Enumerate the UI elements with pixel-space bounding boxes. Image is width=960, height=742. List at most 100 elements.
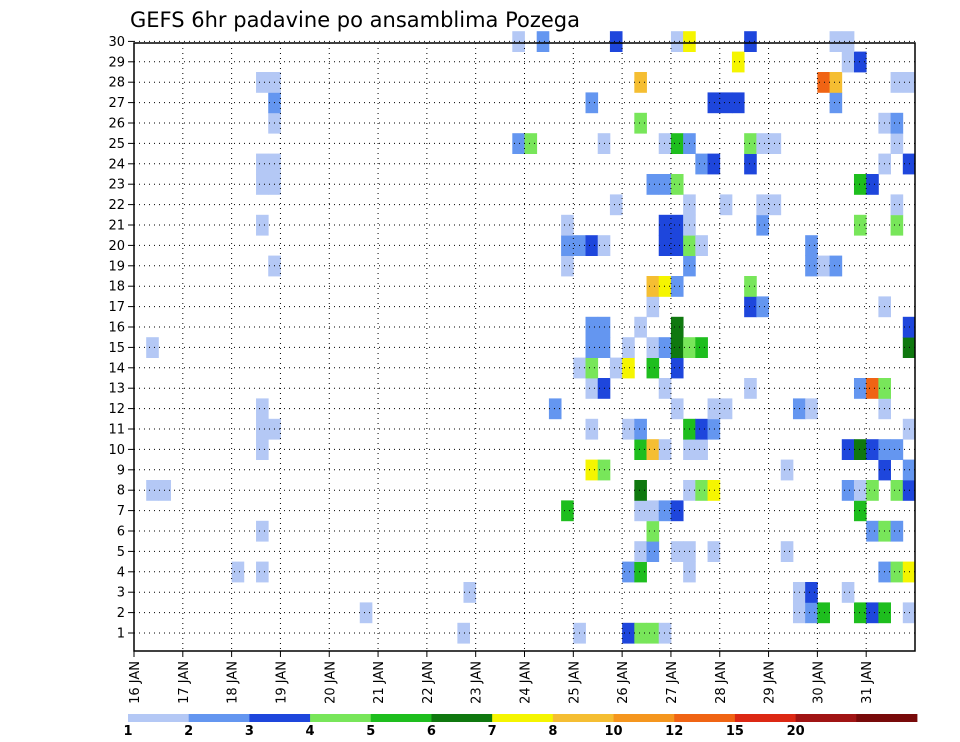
y-tick-label-19: 19 [108, 259, 125, 274]
cell-m17-t42 [646, 296, 660, 318]
x-axis-ticks: 16 JAN 17 JAN 18 JAN 19 JAN 20 JAN 21 JAN 22 J… [128, 651, 875, 704]
y-tick-label-30: 30 [108, 35, 125, 50]
legend-swatch-6 [492, 714, 554, 722]
cell-m22-t39 [609, 194, 623, 216]
cell-m10-t46 [695, 439, 708, 460]
cell-m2-t60 [866, 602, 879, 624]
cell-m13-t37 [585, 378, 599, 399]
y-tick-label-15: 15 [108, 341, 125, 356]
cell-m15-t1 [146, 337, 159, 358]
cell-m21-t35 [561, 214, 574, 236]
legend-swatch-8 [613, 714, 675, 722]
cell-m4-t41 [634, 561, 647, 583]
cell-m24-t50 [744, 153, 757, 175]
cell-m5-t41 [634, 541, 647, 562]
legend-swatch-4 [370, 714, 432, 722]
x-tick-label-8: 24 JAN [519, 661, 534, 704]
cell-m6-t62 [890, 520, 904, 542]
cell-m27-t37 [585, 92, 599, 114]
cell-m28-t57 [829, 72, 843, 93]
cell-m29-t49 [731, 51, 745, 73]
legend-label-10: 10 [604, 724, 622, 739]
legend-swatch-11 [795, 714, 857, 722]
cell-m30-t57 [829, 31, 843, 52]
cell-m4-t10 [256, 561, 269, 583]
x-tick-label-14: 30 JAN [811, 661, 826, 704]
cell-m8-t58 [841, 480, 855, 501]
color-legend: 1 2 3 4 5 6 7 8 10 12 15 20 [123, 714, 918, 739]
cell-m17-t50 [744, 296, 757, 318]
cell-m6-t42 [646, 520, 660, 542]
legend-label-6: 6 [427, 724, 436, 739]
cell-m24-t46 [695, 153, 708, 175]
cell-m4-t8 [231, 561, 245, 583]
cell-m19-t55 [805, 255, 818, 277]
cell-m14-t39 [609, 357, 623, 379]
x-tick-label-13: 29 JAN [763, 661, 778, 704]
cell-m30-t33 [536, 31, 550, 52]
cell-m10-t10 [256, 439, 269, 460]
cell-m2-t18.5 [359, 602, 373, 624]
cell-m19-t56 [817, 255, 830, 277]
cell-m12-t10 [256, 398, 269, 420]
cell-m15-t44 [670, 337, 684, 358]
cell-m19-t35 [561, 255, 574, 277]
cell-m8-t1 [146, 480, 159, 501]
y-tick-label-12: 12 [108, 402, 125, 417]
cell-m21-t59 [853, 214, 867, 236]
cell-m5-t47 [707, 541, 721, 562]
cell-m16-t44 [670, 316, 684, 338]
y-tick-label-9: 9 [117, 463, 125, 478]
cell-m11-t10 [256, 418, 269, 440]
x-tick-label-11: 27 JAN [665, 661, 680, 704]
y-tick-label-4: 4 [117, 565, 125, 580]
legend-swatch-3 [310, 714, 372, 722]
cell-m28-t56 [817, 72, 830, 93]
cell-m27-t47 [707, 92, 721, 114]
cell-m24-t10 [256, 153, 269, 175]
y-tick-label-25: 25 [108, 137, 125, 152]
y-tick-label-7: 7 [117, 504, 125, 519]
cell-m17-t51 [756, 296, 769, 318]
cell-m29-t58 [841, 51, 855, 73]
y-tick-label-1: 1 [117, 627, 125, 642]
cell-m10-t58 [841, 439, 855, 460]
cell-m23-t43 [658, 174, 672, 195]
y-tick-label-26: 26 [108, 117, 125, 132]
cell-m26-t62 [890, 112, 904, 134]
cell-m12-t55 [805, 398, 818, 420]
cell-m15-t42 [646, 337, 660, 358]
legend-label-8: 8 [548, 724, 557, 739]
cell-m5-t53 [780, 541, 794, 562]
heatmap-cells [146, 31, 916, 644]
cell-m11-t40 [622, 418, 635, 440]
y-tick-label-18: 18 [108, 280, 125, 295]
y-tick-label-20: 20 [108, 239, 125, 254]
cell-m19-t57 [829, 255, 843, 277]
legend-label-3: 3 [245, 724, 254, 739]
cell-m6-t60 [866, 520, 879, 542]
y-tick-label-27: 27 [108, 96, 125, 111]
legend-label-20: 20 [787, 724, 805, 739]
cell-m11-t46 [695, 418, 708, 440]
cell-m15-t43 [658, 337, 672, 358]
cell-m23-t42 [646, 174, 660, 195]
cell-m16-t41 [634, 316, 647, 338]
cell-m11-t47 [707, 418, 721, 440]
cell-m1-t26.5 [457, 622, 470, 644]
legend-swatch-1 [188, 714, 250, 722]
cell-m10-t59 [853, 439, 867, 460]
cell-m23-t59 [853, 174, 867, 195]
cell-m22-t48 [719, 194, 733, 216]
cell-m28-t62 [890, 72, 904, 93]
cell-m18-t44 [670, 276, 684, 297]
cell-m27-t48 [719, 92, 733, 114]
cell-m11-t37 [585, 418, 599, 440]
cell-m25-t50 [744, 133, 757, 154]
cell-m20-t37 [585, 235, 599, 256]
cell-m26-t41 [634, 112, 647, 134]
cell-m10-t60 [866, 439, 879, 460]
cell-m20-t35 [561, 235, 574, 256]
cell-m6-t10 [256, 520, 269, 542]
legend-swatch-12 [856, 714, 918, 722]
